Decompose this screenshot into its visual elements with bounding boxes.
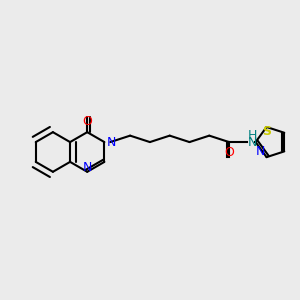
Text: N: N [256,145,266,158]
Text: O: O [224,146,234,159]
Text: N: N [248,136,257,148]
Text: H: H [248,129,257,142]
Text: O: O [82,115,92,128]
Text: N: N [106,136,116,148]
Text: S: S [262,125,271,138]
Text: N: N [82,161,92,174]
